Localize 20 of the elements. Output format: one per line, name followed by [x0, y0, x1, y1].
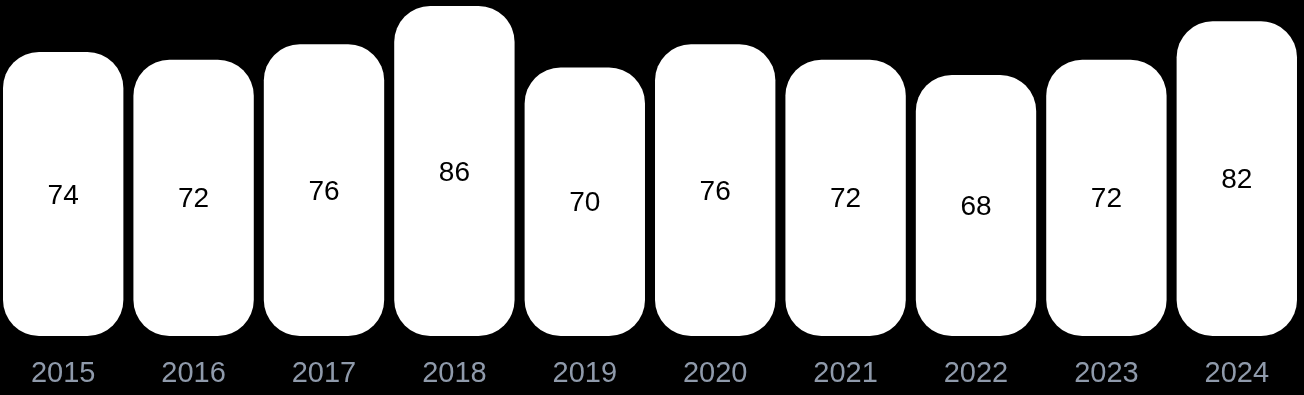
data-label: 70	[569, 186, 601, 218]
x-tick-label: 2021	[813, 356, 878, 388]
x-tick-label: 2024	[1204, 356, 1270, 388]
x-tick-label: 2019	[552, 356, 618, 388]
data-label: 68	[960, 190, 992, 222]
x-tick-label: 2015	[30, 356, 96, 388]
x-tick-label: 2016	[161, 356, 226, 388]
data-label: 76	[308, 174, 340, 206]
data-label: 76	[699, 174, 731, 206]
x-tick-label: 2022	[943, 356, 1009, 388]
x-tick-label: 2017	[291, 356, 357, 388]
data-label: 72	[1090, 182, 1122, 214]
data-label: 82	[1221, 163, 1253, 195]
x-tick-label: 2023	[1074, 356, 1139, 388]
x-tick-label: 2018	[422, 356, 487, 388]
data-label: 74	[47, 178, 79, 210]
data-label: 72	[830, 182, 862, 214]
data-label: 72	[178, 182, 210, 214]
x-tick-label: 2020	[682, 356, 748, 388]
data-label: 86	[438, 155, 470, 187]
